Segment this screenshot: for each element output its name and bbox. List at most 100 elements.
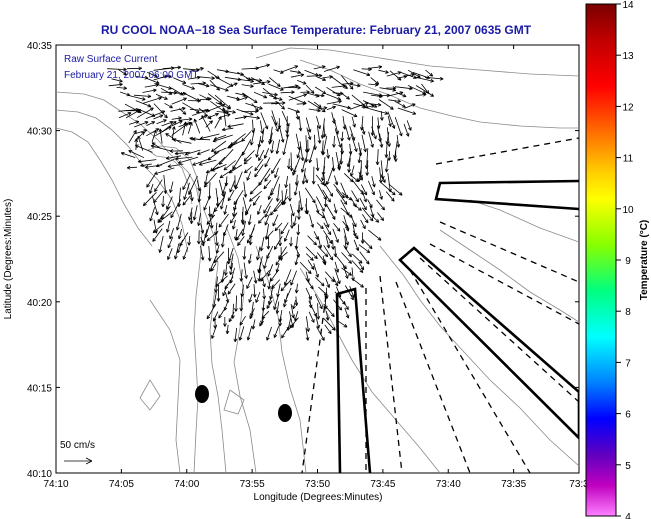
current-arrow (171, 97, 187, 105)
current-arrow (218, 308, 225, 319)
current-arrow (263, 253, 269, 269)
current-arrow (320, 140, 325, 155)
current-arrow (387, 151, 392, 161)
current-arrow (154, 179, 163, 193)
current-arrow (313, 65, 326, 70)
current-arrow (305, 327, 310, 341)
current-arrow (275, 183, 280, 202)
current-arrow (387, 115, 392, 127)
x-tick-label: 73:55 (240, 479, 265, 490)
current-arrow (289, 70, 302, 74)
current-arrow (379, 189, 383, 200)
current-arrow (201, 115, 211, 132)
current-arrow (325, 204, 336, 220)
current-arrow (386, 71, 402, 77)
current-arrow (359, 197, 367, 211)
current-arrow (361, 213, 369, 224)
current-arrow (379, 181, 396, 196)
current-arrow (290, 73, 305, 78)
current-arrow (305, 253, 314, 261)
current-arrow (107, 67, 127, 72)
current-arrow (197, 189, 202, 203)
current-arrow (171, 120, 183, 127)
current-arrow (126, 66, 142, 71)
current-arrow (198, 159, 217, 166)
outline-boxes (335, 179, 579, 473)
current-arrow (388, 99, 401, 103)
current-arrow (264, 173, 271, 182)
current-arrow (172, 138, 192, 144)
annotation-line-1: Raw Surface Current (64, 54, 158, 65)
current-arrow (211, 164, 227, 172)
current-arrow (216, 284, 221, 302)
current-arrow (207, 103, 226, 112)
current-arrow (322, 124, 327, 138)
current-arrow (145, 110, 166, 119)
current-arrow (296, 224, 301, 236)
current-arrow (273, 295, 279, 310)
current-arrow (133, 94, 152, 99)
current-arrow (315, 196, 325, 212)
current-arrow (227, 283, 236, 295)
current-arrow (263, 148, 270, 159)
current-arrow (316, 326, 325, 341)
current-arrow (379, 133, 384, 148)
current-arrow (253, 270, 258, 284)
current-arrow (371, 126, 377, 140)
current-arrow (150, 144, 172, 152)
current-arrow (359, 251, 370, 265)
current-arrow (175, 156, 193, 161)
current-arrow (239, 269, 244, 282)
colorbar-tick-label: 7 (625, 358, 631, 369)
current-arrow (241, 212, 245, 225)
x-tick-label: 73:50 (305, 479, 330, 490)
current-arrow (361, 238, 373, 250)
current-arrow (151, 195, 159, 216)
current-arrow (326, 105, 336, 111)
current-arrow (332, 136, 336, 148)
coastline (56, 91, 203, 473)
current-arrow (342, 264, 349, 279)
current-arrow (341, 109, 358, 118)
current-arrow (134, 138, 139, 151)
current-arrow (289, 317, 299, 329)
current-arrow (314, 86, 327, 95)
current-arrow (323, 222, 332, 236)
current-arrow (203, 172, 217, 188)
current-arrow (210, 263, 217, 272)
current-arrow (280, 222, 289, 235)
current-arrow (271, 115, 279, 132)
current-arrow (163, 174, 168, 194)
current-arrow (317, 236, 323, 249)
current-arrow (352, 203, 362, 211)
current-arrow (249, 307, 255, 320)
current-arrow (229, 262, 233, 276)
current-arrow (295, 110, 300, 120)
current-arrow (193, 118, 201, 134)
current-arrow (264, 205, 271, 218)
current-arrow (315, 315, 320, 329)
current-arrow (305, 84, 315, 94)
current-arrow (340, 92, 350, 100)
current-arrow (326, 165, 334, 185)
current-arrow (236, 78, 255, 83)
current-arrow (273, 326, 280, 338)
current-arrow (331, 84, 347, 89)
current-arrow (365, 160, 370, 176)
current-arrow (314, 294, 323, 310)
current-arrow (395, 91, 407, 98)
current-arrow (269, 132, 273, 143)
current-arrow (197, 83, 210, 88)
current-arrow (278, 228, 282, 247)
current-arrow (323, 65, 340, 72)
current-arrow (261, 277, 266, 288)
current-arrow (340, 131, 345, 142)
y-axis-label: Latitude (Degrees:Minutes) (3, 199, 14, 320)
current-arrow (228, 247, 234, 262)
current-arrow (376, 199, 385, 211)
current-arrow (182, 121, 187, 136)
current-arrow (304, 187, 316, 204)
current-arrow (334, 128, 342, 148)
colorbar-label: Temperature (°C) (639, 220, 650, 301)
current-arrow (294, 283, 299, 294)
